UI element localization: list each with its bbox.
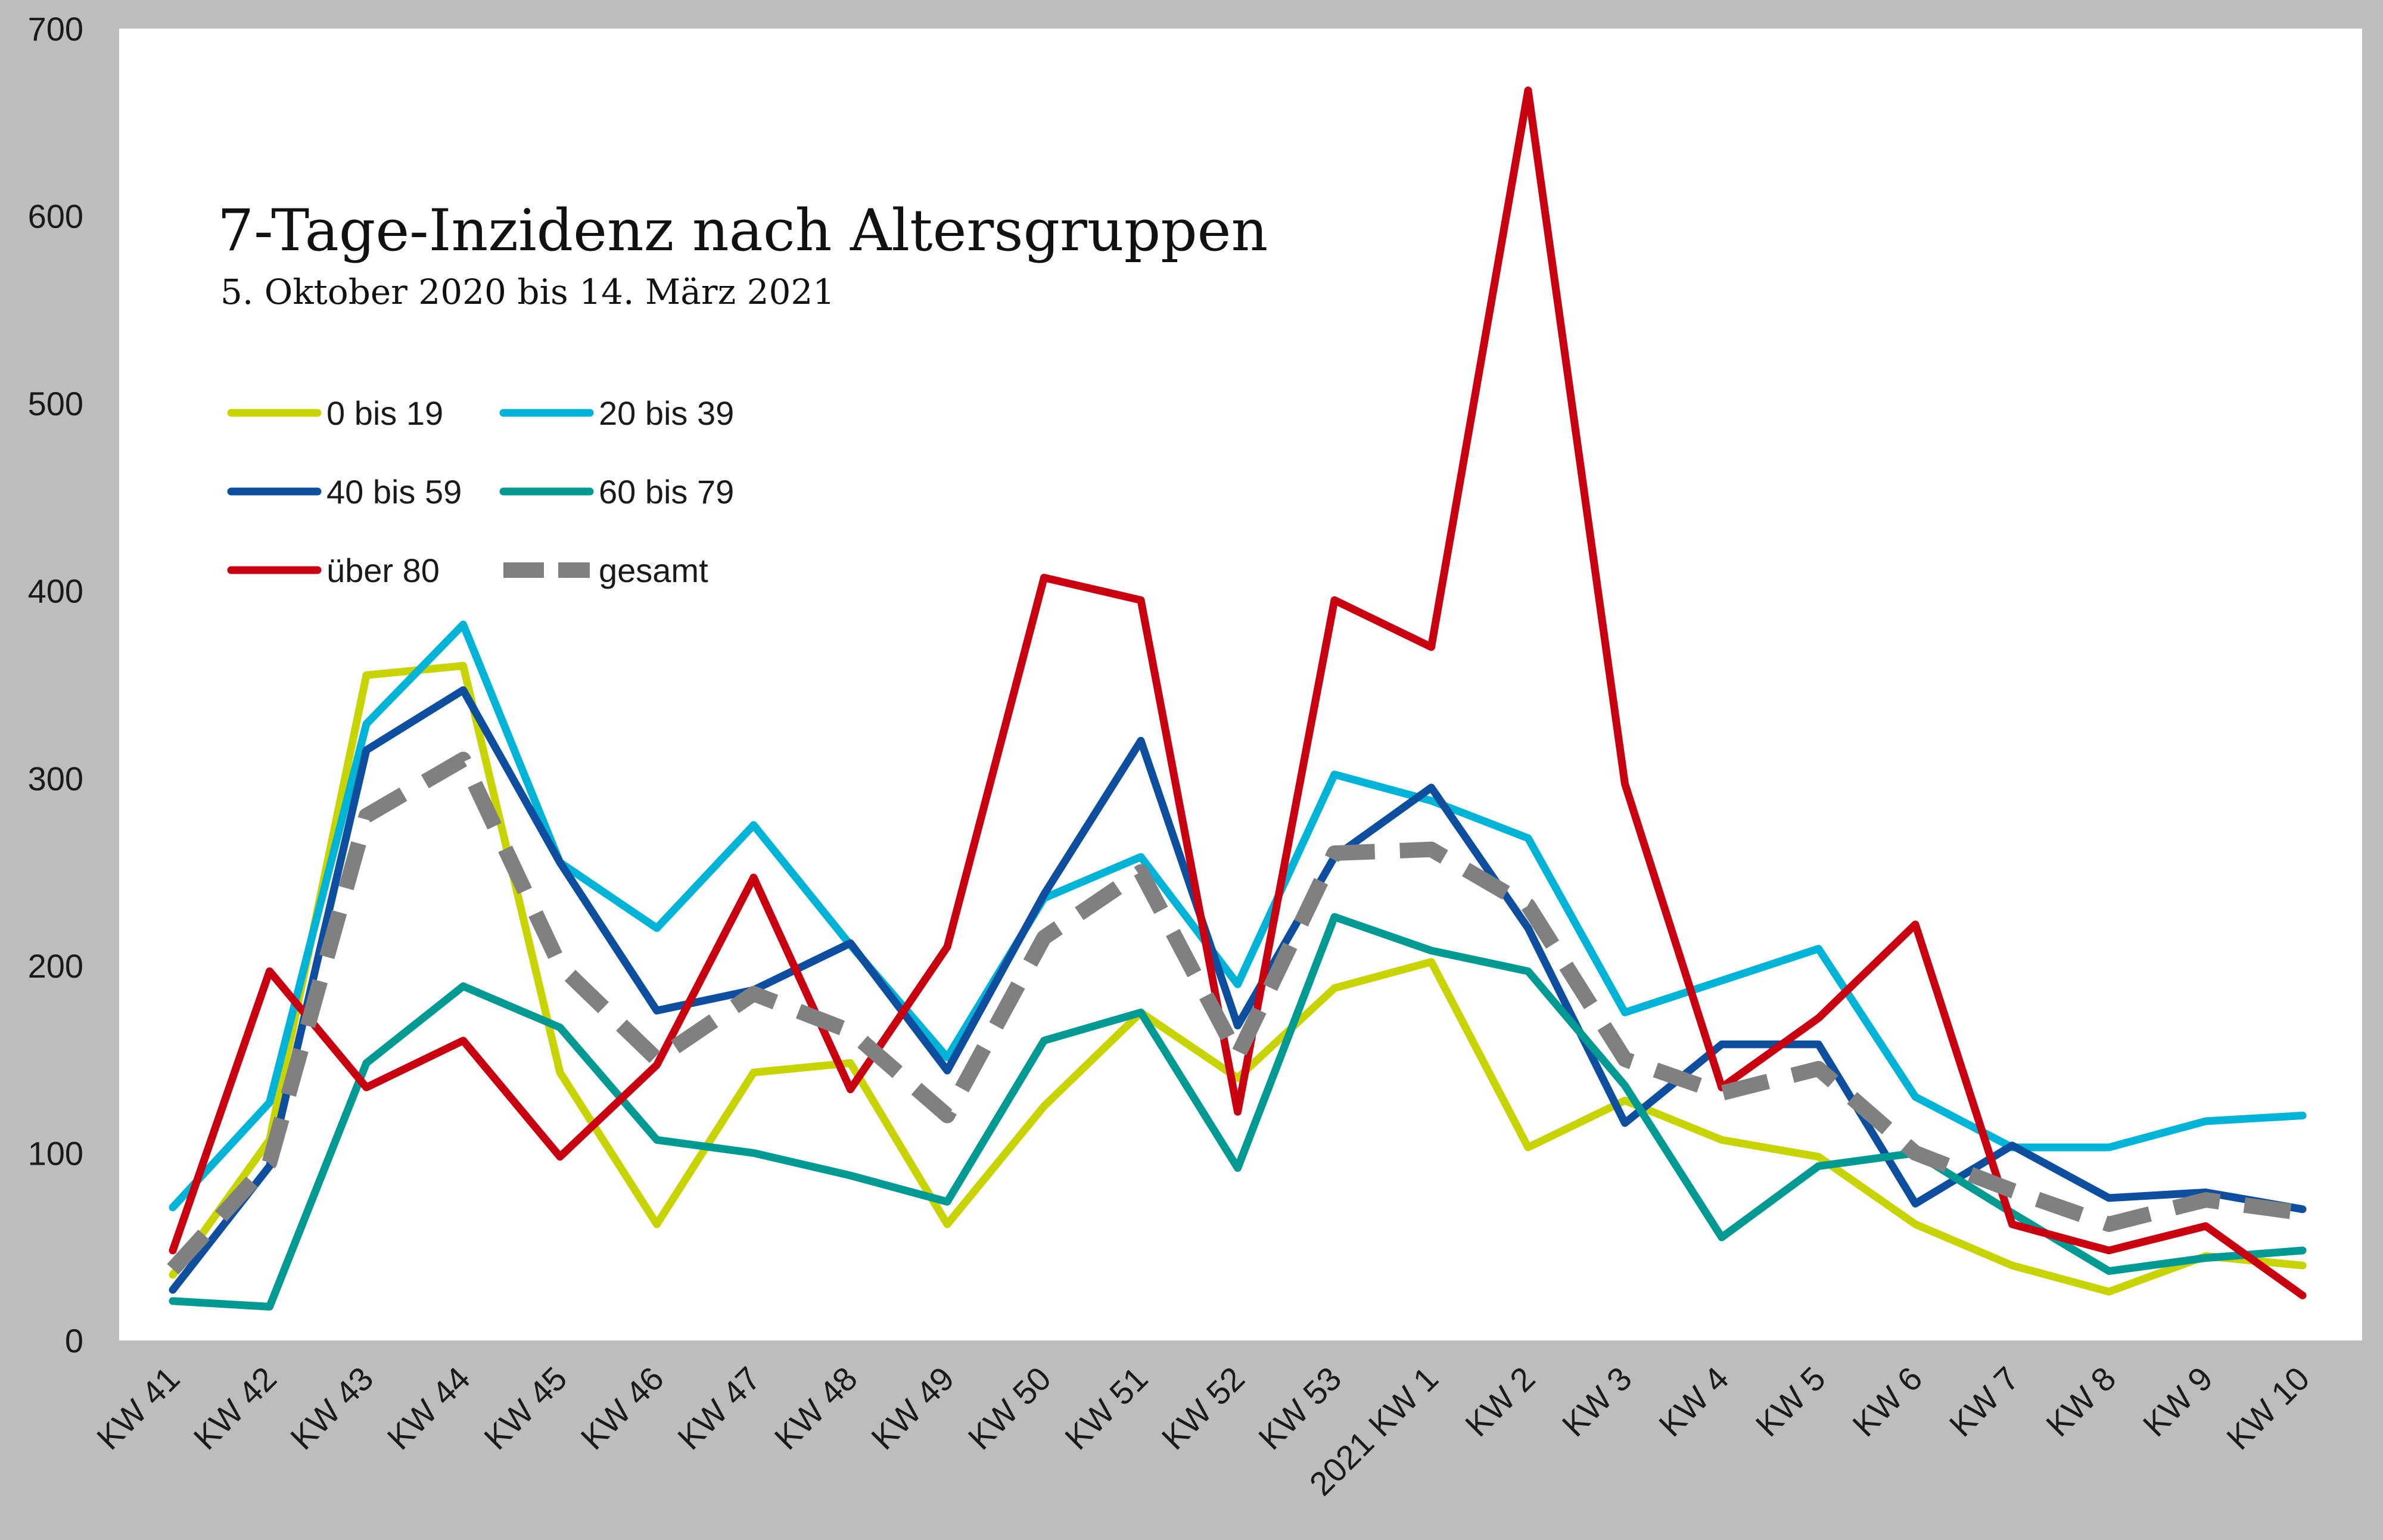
legend-label: über 80 (326, 552, 440, 589)
y-tick-label: 300 (28, 760, 83, 797)
chart-title: 7-Tage-Inzidenz nach Altersgruppen (217, 197, 1268, 264)
legend-label: 0 bis 19 (326, 394, 443, 432)
y-axis: 0 100 200 300 400 500 600 700 (28, 10, 83, 1359)
x-tick-label: KW 10 (2219, 1359, 2316, 1457)
x-tick-label: KW 45 (477, 1359, 574, 1457)
x-tick-label: KW 41 (89, 1359, 186, 1457)
series-line-20-bis-39 (169, 620, 2307, 1212)
chart-header: 7-Tage-Inzidenz nach Altersgruppen 5. Ok… (217, 197, 1268, 312)
x-tick-label: KW 8 (2039, 1359, 2123, 1443)
x-tick-label: KW 43 (283, 1359, 380, 1457)
y-tick-label: 700 (28, 10, 83, 48)
x-tick-label: KW 50 (961, 1359, 1058, 1457)
x-tick-label: KW 5 (1749, 1359, 1833, 1443)
series-line-0-bis-19 (169, 662, 2307, 1296)
y-tick-label: 0 (65, 1322, 83, 1359)
series-lines (167, 86, 2307, 1311)
x-tick-label: KW 46 (574, 1359, 671, 1457)
y-tick-label: 200 (28, 947, 83, 985)
legend-item: 0 bis 19 (227, 394, 443, 432)
series-line-60-bis-79 (169, 913, 2307, 1311)
x-tick-label: KW 48 (767, 1359, 864, 1457)
legend-item: 20 bis 39 (499, 394, 734, 432)
legend-item: über 80 (227, 552, 440, 589)
x-tick-label: KW 42 (186, 1359, 284, 1457)
x-axis: KW 41 KW 42 KW 43 KW 44 KW 45 KW 46 KW 47 KW 48… (89, 1359, 2316, 1502)
legend-label: 20 bis 39 (599, 394, 734, 432)
legend-label: 60 bis 79 (599, 473, 734, 511)
plot-background (119, 29, 2362, 1340)
x-tick-label: KW 9 (2136, 1359, 2220, 1443)
y-tick-label: 100 (28, 1134, 83, 1172)
x-tick-label: KW 4 (1651, 1359, 1735, 1443)
y-tick-label: 500 (28, 385, 83, 422)
series-line-ber-80 (169, 86, 2307, 1299)
x-tick-label: KW 49 (864, 1359, 961, 1457)
x-tick-label: KW 2 (1458, 1359, 1542, 1443)
y-tick-label: 400 (28, 573, 83, 610)
x-tick-label: KW 44 (380, 1359, 477, 1457)
y-tick-label: 600 (28, 198, 83, 235)
legend-label: gesamt (599, 552, 708, 589)
series-line-40-bis-59 (169, 686, 2307, 1294)
legend-item: gesamt (503, 552, 708, 589)
x-tick-label: KW 47 (670, 1359, 767, 1457)
legend-item: 40 bis 59 (227, 473, 462, 511)
x-tick-label: KW 51 (1057, 1359, 1155, 1457)
x-tick-label: KW 53 (1251, 1359, 1348, 1457)
x-tick-label: KW 3 (1555, 1359, 1639, 1443)
x-tick-label: KW 7 (1942, 1359, 2026, 1443)
legend-label: 40 bis 59 (326, 473, 462, 511)
legend: 0 bis 19 20 bis 39 40 bis 59 60 bis 79 über … (227, 394, 734, 589)
chart-subtitle: 5. Oktober 2020 bis 14. März 2021 (220, 272, 835, 312)
x-tick-label: KW 6 (1845, 1359, 1929, 1443)
legend-item: 60 bis 79 (499, 473, 734, 511)
x-tick-label: KW 52 (1155, 1359, 1252, 1457)
